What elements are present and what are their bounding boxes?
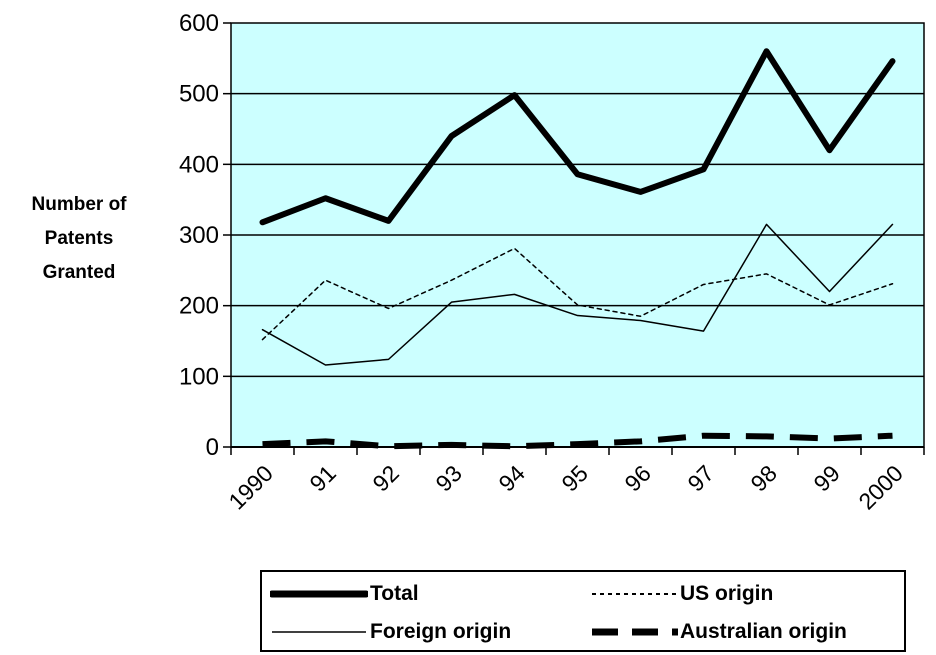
series-line-us-origin — [261, 247, 894, 341]
legend-item-australian-origin: Australian origin — [590, 614, 847, 650]
legend-item-total: Total — [270, 576, 419, 612]
x-tick-label: 96 — [619, 460, 655, 496]
y-tick-label: 400 — [179, 151, 219, 178]
series-line-foreign-origin — [261, 223, 894, 366]
legend-item-us-origin: US origin — [590, 576, 773, 612]
legend-item-foreign-origin: Foreign origin — [270, 614, 511, 650]
y-axis-label: Number of Patents Granted — [4, 188, 154, 290]
x-tick-label: 95 — [556, 460, 592, 496]
y-tick-label: 200 — [179, 293, 219, 320]
legend-swatch-total — [270, 590, 368, 598]
x-tick-label: 91 — [304, 460, 340, 496]
legend-label-us-origin: US origin — [680, 582, 774, 605]
y-axis-label-line: Patents — [44, 228, 114, 249]
x-tick-label: 94 — [493, 460, 530, 497]
legend-swatch-foreign-origin — [272, 631, 366, 633]
x-tick-label: 97 — [682, 460, 718, 496]
y-tick-label: 600 — [179, 10, 219, 37]
legend-label-australian-origin: Australian origin — [680, 620, 847, 643]
series-line-australian-origin — [262, 432, 893, 450]
legend-swatch-australian-origin — [592, 628, 678, 636]
line-chart: 0 100 200 300 400 500 600 1990 91 92 93 94 95 96 97 98 9… — [179, 10, 925, 515]
x-tick-label: 99 — [808, 460, 844, 496]
y-tick-label: 0 — [206, 434, 219, 461]
y-tick-label: 500 — [179, 81, 219, 108]
x-tick-label: 92 — [367, 460, 403, 496]
series-line-total — [259, 48, 896, 226]
x-tick-label: 93 — [430, 460, 466, 496]
y-tick-label: 100 — [179, 363, 219, 390]
legend-label-total: Total — [370, 582, 419, 605]
y-axis-label-line: Number of — [31, 194, 127, 215]
y-tick-label: 300 — [179, 222, 219, 249]
x-tick-label: 2000 — [853, 460, 908, 515]
legend: Total US origin Foreign origin Australia… — [260, 570, 906, 652]
legend-swatch-us-origin — [592, 593, 678, 595]
legend-label-foreign-origin: Foreign origin — [370, 620, 512, 643]
y-axis-label-line: Granted — [42, 262, 116, 283]
x-tick-label: 98 — [745, 460, 781, 496]
x-tick-label: 1990 — [223, 460, 278, 515]
